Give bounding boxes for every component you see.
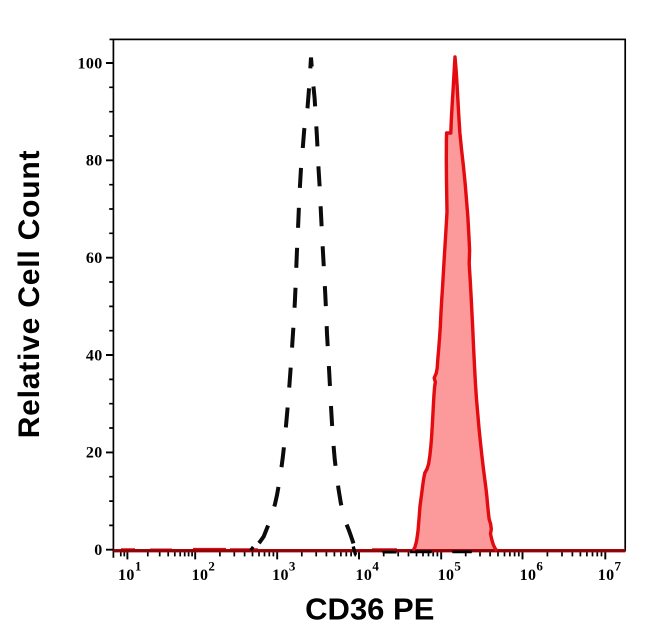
svg-text:CD36 PE: CD36 PE (305, 592, 434, 627)
svg-text:40: 40 (86, 347, 103, 364)
svg-text:0: 0 (94, 542, 102, 559)
svg-text:80: 80 (86, 153, 103, 170)
svg-text:60: 60 (86, 250, 103, 267)
svg-text:Relative Cell Count: Relative Cell Count (13, 150, 46, 439)
svg-text:20: 20 (86, 445, 103, 462)
svg-text:100: 100 (77, 55, 102, 72)
